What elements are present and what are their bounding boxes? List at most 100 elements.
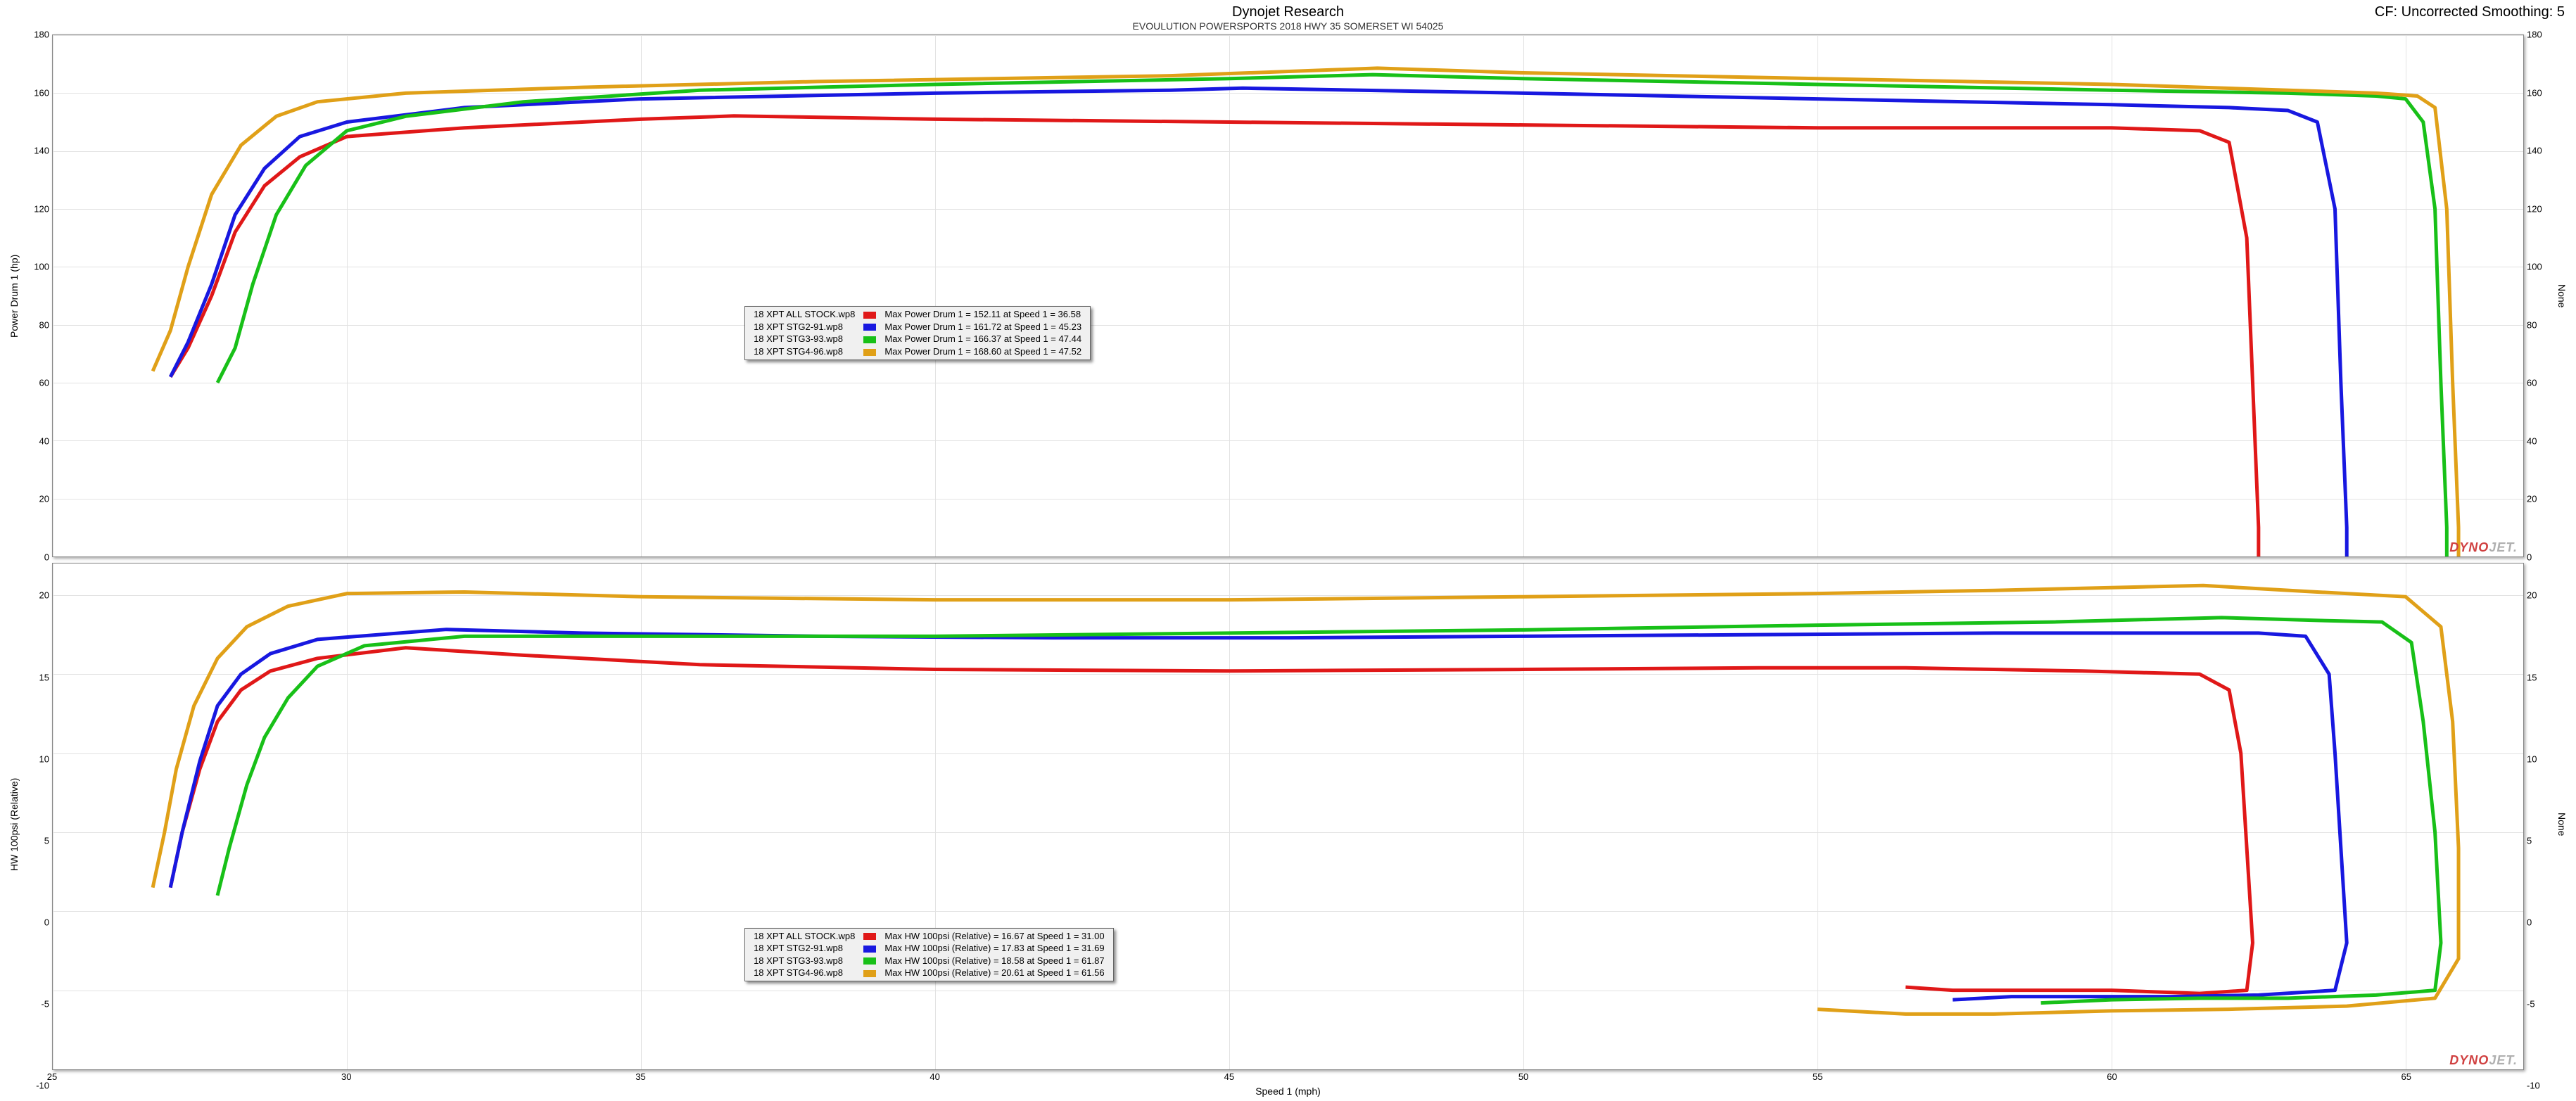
power-plot: 18 XPT ALL STOCK.wp8 Max Power Drum 1 = 1… bbox=[52, 34, 2524, 557]
series-line bbox=[217, 618, 2441, 1003]
legend-swatch bbox=[863, 324, 876, 331]
legend-stat: Max HW 100psi (Relative) = 17.83 at Spee… bbox=[880, 942, 1108, 955]
y-tick: 5 bbox=[44, 835, 49, 846]
boost-lines-svg bbox=[53, 564, 2523, 1069]
y-tick: 180 bbox=[34, 30, 49, 40]
series-line bbox=[170, 648, 2252, 993]
y-tick: 10 bbox=[2527, 753, 2537, 764]
legend-stat: Max Power Drum 1 = 168.60 at Speed 1 = 4… bbox=[880, 345, 1086, 358]
power-y-ticks-right: 020406080100120140160180 bbox=[2524, 34, 2552, 557]
power-y-label-right: None bbox=[2552, 34, 2568, 557]
x-tick: 45 bbox=[1224, 1071, 1234, 1082]
y-tick: 120 bbox=[2527, 203, 2542, 214]
series-line bbox=[153, 585, 2458, 1014]
legend-stat: Max Power Drum 1 = 161.72 at Speed 1 = 4… bbox=[880, 321, 1086, 333]
series-line bbox=[170, 116, 2259, 556]
y-tick: 15 bbox=[39, 672, 49, 682]
y-tick: 100 bbox=[2527, 262, 2542, 272]
legend-run-label: 18 XPT STG3-93.wp8 bbox=[749, 333, 859, 345]
legend-run-label: 18 XPT STG2-91.wp8 bbox=[749, 321, 859, 333]
y-tick: 20 bbox=[39, 590, 49, 601]
series-line bbox=[217, 75, 2447, 556]
header: Dynojet Research EVOULUTION POWERSPORTS … bbox=[8, 4, 2568, 34]
power-chart-row: Power Drum 1 (hp) 0204060801001201401601… bbox=[8, 34, 2568, 557]
y-tick: 15 bbox=[2527, 672, 2537, 682]
power-legend: 18 XPT ALL STOCK.wp8 Max Power Drum 1 = 1… bbox=[744, 306, 1091, 359]
legend-swatch bbox=[863, 970, 876, 977]
legend-run-label: 18 XPT ALL STOCK.wp8 bbox=[749, 308, 859, 321]
legend-swatch bbox=[863, 933, 876, 940]
y-tick: -5 bbox=[41, 998, 49, 1009]
y-tick: -10 bbox=[2527, 1081, 2540, 1091]
legend-row: 18 XPT ALL STOCK.wp8 Max HW 100psi (Relat… bbox=[749, 930, 1108, 943]
x-tick: 55 bbox=[1813, 1071, 1822, 1082]
y-tick: 40 bbox=[2527, 435, 2537, 446]
legend-run-label: 18 XPT STG3-93.wp8 bbox=[749, 955, 859, 967]
y-tick: 100 bbox=[34, 262, 49, 272]
y-tick: 20 bbox=[2527, 494, 2537, 504]
boost-y-label-left: HW 100psi (Relative) bbox=[8, 563, 24, 1086]
legend-stat: Max Power Drum 1 = 152.11 at Speed 1 = 3… bbox=[880, 308, 1086, 321]
legend-row: 18 XPT STG3-93.wp8 Max Power Drum 1 = 166… bbox=[749, 333, 1086, 345]
x-ticks: 253035404550556065 bbox=[52, 1070, 2524, 1086]
boost-plot-wrap: 18 XPT ALL STOCK.wp8 Max HW 100psi (Relat… bbox=[52, 563, 2524, 1086]
boost-legend: 18 XPT ALL STOCK.wp8 Max HW 100psi (Relat… bbox=[744, 928, 1113, 981]
power-lines-svg bbox=[53, 35, 2523, 556]
y-tick: 10 bbox=[39, 753, 49, 764]
x-tick: 25 bbox=[47, 1071, 57, 1082]
boost-y-label-right: None bbox=[2552, 563, 2568, 1086]
x-tick: 40 bbox=[929, 1071, 939, 1082]
legend-row: 18 XPT ALL STOCK.wp8 Max Power Drum 1 = 1… bbox=[749, 308, 1086, 321]
legend-run-label: 18 XPT ALL STOCK.wp8 bbox=[749, 930, 859, 943]
legend-run-label: 18 XPT STG4-96.wp8 bbox=[749, 967, 859, 979]
legend-stat: Max HW 100psi (Relative) = 20.61 at Spee… bbox=[880, 967, 1108, 979]
legend-stat: Max HW 100psi (Relative) = 18.58 at Spee… bbox=[880, 955, 1108, 967]
legend-stat: Max Power Drum 1 = 166.37 at Speed 1 = 4… bbox=[880, 333, 1086, 345]
y-tick: 0 bbox=[2527, 917, 2532, 927]
x-axis-label: Speed 1 (mph) bbox=[52, 1086, 2524, 1097]
series-line bbox=[170, 88, 2347, 556]
x-label-row: Speed 1 (mph) bbox=[8, 1086, 2568, 1098]
y-tick: 120 bbox=[34, 203, 49, 214]
y-tick: -5 bbox=[2527, 998, 2535, 1009]
dynojet-watermark: DYNOJET. bbox=[2449, 540, 2518, 555]
y-tick: 60 bbox=[39, 378, 49, 388]
series-line bbox=[170, 630, 2347, 1000]
series-line bbox=[153, 68, 2458, 556]
y-tick: 20 bbox=[2527, 590, 2537, 601]
boost-y-ticks-left: -10-505101520 bbox=[24, 563, 52, 1086]
charts-stack: Power Drum 1 (hp) 0204060801001201401601… bbox=[8, 34, 2568, 1098]
legend-row: 18 XPT STG4-96.wp8Max Power Drum 1 = 168… bbox=[749, 345, 1086, 358]
legend-row: 18 XPT STG2-91.wp8Max HW 100psi (Relativ… bbox=[749, 942, 1108, 955]
legend-swatch bbox=[863, 946, 876, 953]
y-tick: 180 bbox=[2527, 30, 2542, 40]
legend-swatch bbox=[863, 336, 876, 343]
x-tick: 35 bbox=[635, 1071, 645, 1082]
y-tick: 5 bbox=[2527, 835, 2532, 846]
power-y-ticks-left: 020406080100120140160180 bbox=[24, 34, 52, 557]
y-tick: 160 bbox=[34, 87, 49, 98]
y-tick: 0 bbox=[2527, 552, 2532, 563]
y-tick: 40 bbox=[39, 435, 49, 446]
dynojet-watermark: DYNOJET. bbox=[2449, 1053, 2518, 1068]
boost-plot: 18 XPT ALL STOCK.wp8 Max HW 100psi (Relat… bbox=[52, 563, 2524, 1070]
y-tick: 20 bbox=[39, 494, 49, 504]
legend-stat: Max HW 100psi (Relative) = 16.67 at Spee… bbox=[880, 930, 1108, 943]
y-tick: 160 bbox=[2527, 87, 2542, 98]
legend-swatch bbox=[863, 312, 876, 319]
legend-swatch bbox=[863, 957, 876, 965]
y-tick: 80 bbox=[2527, 319, 2537, 330]
y-tick: 60 bbox=[2527, 378, 2537, 388]
legend-swatch bbox=[863, 349, 876, 356]
y-tick: 0 bbox=[44, 552, 49, 563]
legend-row: 18 XPT STG3-93.wp8 Max HW 100psi (Relativ… bbox=[749, 955, 1108, 967]
power-plot-wrap: 18 XPT ALL STOCK.wp8 Max Power Drum 1 = 1… bbox=[52, 34, 2524, 557]
y-tick: 140 bbox=[34, 146, 49, 156]
legend-row: 18 XPT STG4-96.wp8 Max HW 100psi (Relativ… bbox=[749, 967, 1108, 979]
legend-row: 18 XPT STG2-91.wp8 Max Power Drum 1 = 161… bbox=[749, 321, 1086, 333]
dyno-chart-page: Dynojet Research EVOULUTION POWERSPORTS … bbox=[0, 0, 2576, 1101]
correction-factor-text: CF: Uncorrected Smoothing: 5 bbox=[2375, 4, 2565, 20]
x-tick: 30 bbox=[341, 1071, 351, 1082]
y-tick: 80 bbox=[39, 319, 49, 330]
sub-title: EVOULUTION POWERSPORTS 2018 HWY 35 SOMER… bbox=[8, 20, 2568, 32]
